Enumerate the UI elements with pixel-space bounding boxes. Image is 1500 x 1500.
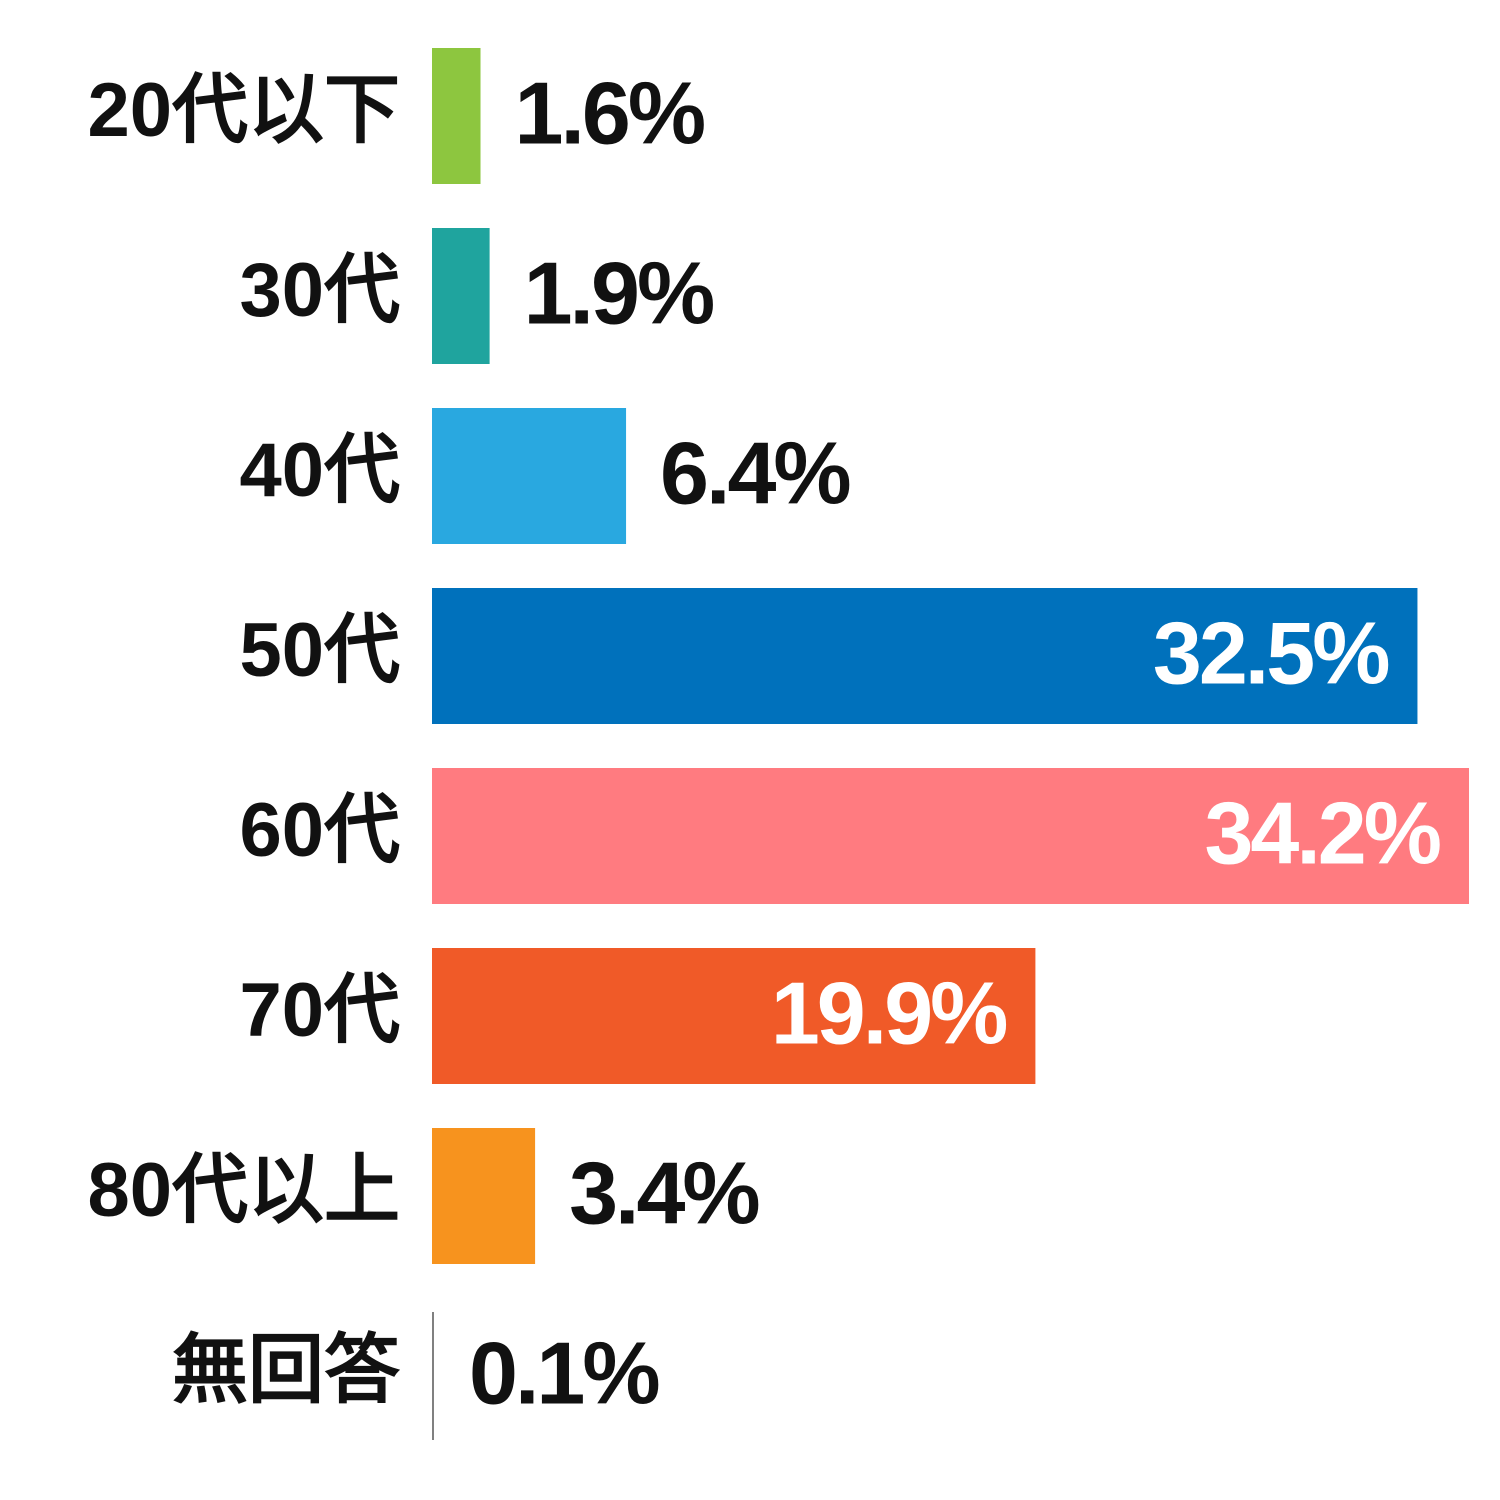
bar: [432, 768, 1469, 904]
bar: [432, 48, 481, 184]
category-label: 50代: [239, 608, 400, 693]
value-label: 34.2%: [1204, 783, 1439, 882]
bar: [432, 1312, 434, 1440]
bar: [432, 408, 627, 544]
bar: [432, 588, 1418, 724]
category-label: 30代: [239, 248, 400, 333]
bar: [432, 1128, 536, 1264]
category-label: 無回答: [172, 1328, 401, 1413]
value-label: 1.9%: [524, 243, 713, 342]
bar: [432, 228, 490, 364]
value-label: 1.6%: [515, 63, 704, 162]
bar: [432, 948, 1036, 1084]
value-label: 32.5%: [1153, 603, 1388, 702]
category-label: 70代: [239, 968, 400, 1053]
category-label: 20代以下: [87, 68, 400, 153]
category-label: 60代: [239, 788, 400, 873]
value-label: 3.4%: [569, 1143, 758, 1242]
value-label: 0.1%: [469, 1323, 658, 1422]
category-label: 80代以上: [87, 1148, 400, 1233]
value-label: 6.4%: [660, 423, 849, 522]
value-label: 19.9%: [771, 963, 1006, 1062]
category-label: 40代: [239, 428, 400, 513]
